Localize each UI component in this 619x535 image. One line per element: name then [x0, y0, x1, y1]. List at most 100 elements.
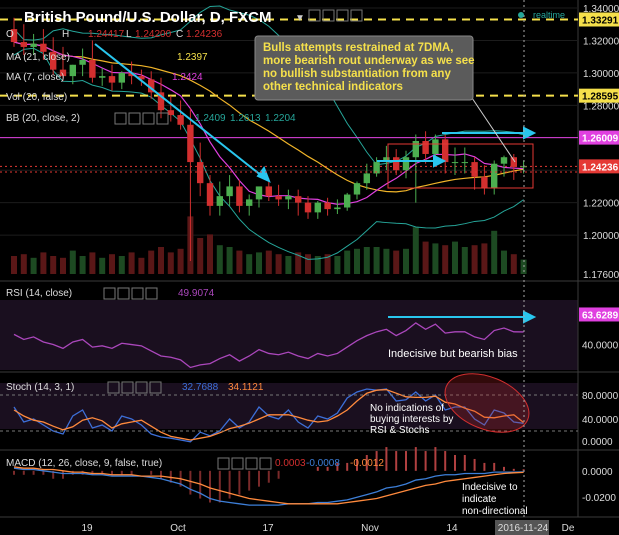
chevron-down-icon[interactable]: ▼	[295, 13, 305, 24]
settings-icon[interactable]	[231, 457, 244, 470]
eye-icon[interactable]	[114, 112, 127, 125]
svg-text:80.0000: 80.0000	[582, 391, 619, 402]
stoch-ellipse	[444, 373, 530, 433]
stoch-label[interactable]: Stoch (14, 3, 1)	[6, 382, 74, 393]
bb-upper-value: 1.2613	[230, 113, 261, 124]
bb-lower-line	[13, 47, 524, 260]
sub-axis-label: 80.0000	[582, 391, 619, 402]
volume-bar	[383, 248, 390, 274]
sub-axis-label: 40.0000	[582, 415, 619, 426]
add-icon[interactable]	[142, 112, 155, 125]
eye-icon[interactable]	[217, 457, 230, 470]
volume-bar	[256, 252, 262, 274]
svg-text:MACD (12, 26, close, 9, false,: MACD (12, 26, close, 9, false, true) 0.0…	[6, 458, 384, 469]
svg-text:BB (20, close, 2) 1.2409: BB (20, close, 2) 1.2409 1.2613 1.2204	[6, 113, 296, 124]
volume-bar	[461, 247, 468, 274]
settings-icon[interactable]	[128, 112, 141, 125]
volume-bar	[20, 254, 27, 274]
stoch-note: No indications of buying interests by RS…	[370, 403, 456, 436]
stoch-d-value: 34.1121	[228, 382, 264, 393]
rsi-line	[13, 322, 524, 369]
volume-bar	[481, 243, 488, 274]
candle	[412, 134, 419, 203]
candle	[285, 189, 292, 210]
bb-upper-line	[13, 5, 524, 166]
ma7-label[interactable]: MA (7, close)	[6, 72, 64, 83]
volume-bar	[403, 248, 409, 274]
macd-signal-value: -0.0012	[350, 458, 384, 469]
rsi-note: Indecisive but bearish bias	[388, 348, 518, 360]
candle	[265, 178, 272, 202]
vol-label[interactable]: Vol (20, false)	[6, 92, 67, 103]
close-icon[interactable]	[156, 112, 169, 125]
volume-bar	[128, 252, 135, 274]
svg-text:0.0000: 0.0000	[582, 437, 613, 448]
candle	[236, 179, 243, 213]
sub-axis-label: 63.6289	[579, 307, 619, 322]
stoch-panel-bg	[0, 383, 578, 429]
bb-label[interactable]: BB (20, close, 2)	[6, 113, 80, 124]
volume-bar	[226, 247, 233, 274]
price-tick-label: 1.32000	[583, 36, 619, 47]
volume-bar	[334, 256, 341, 274]
low-value: 1.24200	[135, 29, 172, 40]
price-badge: 1.28595	[579, 88, 619, 103]
candle	[451, 147, 459, 176]
close-icon[interactable]	[350, 9, 363, 22]
price-tick-label: 1.17600	[583, 270, 619, 281]
ma21-label[interactable]: MA (21, close)	[6, 52, 70, 63]
candle	[402, 150, 410, 179]
eye-icon[interactable]	[107, 381, 120, 394]
eye-icon[interactable]	[103, 287, 116, 300]
volume-bar	[148, 250, 155, 274]
close-value: 1.24236	[186, 29, 223, 40]
x-tick-label: 19	[81, 523, 93, 534]
candle	[510, 153, 517, 180]
svg-text:0.0000: 0.0000	[582, 467, 613, 478]
add-icon[interactable]	[131, 287, 144, 300]
candle	[461, 147, 468, 174]
volume-bar	[30, 257, 37, 274]
settings-icon[interactable]	[322, 9, 335, 22]
macd-line-value: -0.0008	[306, 458, 340, 469]
ma21-value: 1.2397	[177, 52, 208, 63]
volume-bar	[138, 257, 145, 274]
candle	[89, 40, 96, 83]
candle	[314, 201, 321, 219]
candle	[422, 131, 429, 164]
candle	[255, 186, 263, 208]
macd-label[interactable]: MACD (12, 26, close, 9, false, true)	[6, 458, 162, 469]
volume-bar	[60, 257, 66, 274]
price-tick-label: 1.22000	[583, 199, 619, 210]
settings-icon[interactable]	[117, 287, 130, 300]
candle	[30, 33, 37, 56]
close-label: C	[176, 29, 183, 40]
candle	[216, 181, 223, 216]
add-icon[interactable]	[135, 381, 148, 394]
add-icon[interactable]	[336, 9, 349, 22]
volume-bar	[305, 254, 311, 274]
candle	[304, 196, 312, 219]
high-value: 1.24417	[88, 29, 125, 40]
eye-icon[interactable]	[308, 9, 321, 22]
volume-bar	[452, 241, 458, 274]
close-icon[interactable]	[149, 381, 162, 394]
volume-bar	[285, 256, 292, 274]
close-icon[interactable]	[145, 287, 158, 300]
settings-icon[interactable]	[121, 381, 134, 394]
volume-bar	[324, 254, 331, 274]
add-icon[interactable]	[245, 457, 258, 470]
candle	[383, 145, 390, 171]
rsi-label[interactable]: RSI (14, close)	[6, 288, 72, 299]
volume-bar	[40, 252, 47, 274]
volume-bar	[11, 256, 17, 274]
volume-bar	[265, 250, 272, 274]
chart-title: British Pound/U.S. Dollar, D, FXCM	[24, 9, 272, 26]
svg-text:1.28595: 1.28595	[582, 92, 619, 103]
volume-bar	[89, 252, 96, 274]
candle	[206, 175, 214, 216]
status-dot-icon	[518, 12, 524, 18]
price-badge: 1.24236	[579, 159, 619, 174]
close-icon[interactable]	[259, 457, 272, 470]
